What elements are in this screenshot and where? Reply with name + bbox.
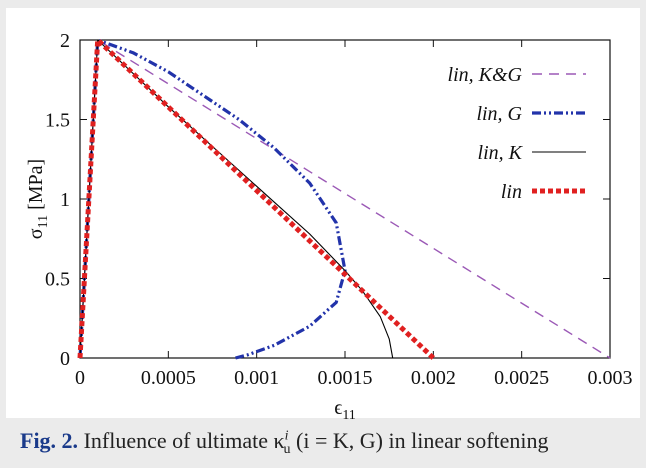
figure-caption: Fig. 2. Influence of ultimate κiu (i = K… bbox=[20, 428, 640, 458]
plot-area bbox=[79, 39, 611, 359]
caption-text-after: (i = K, G) in linear softening bbox=[290, 428, 549, 453]
y-tick-label: 0 bbox=[60, 348, 70, 370]
x-axis-label: ϵ11 bbox=[334, 397, 356, 420]
x-tick-label: 0.0025 bbox=[494, 367, 549, 389]
x-tick-label: 0.002 bbox=[411, 367, 456, 389]
y-axis-label: σ11 [MPa] bbox=[25, 159, 51, 239]
y-tick-label: 2 bbox=[60, 30, 70, 52]
legend-label-3: lin bbox=[501, 181, 522, 203]
caption-text-before: Influence of ultimate bbox=[78, 428, 274, 453]
series-line-1 bbox=[78, 38, 347, 360]
x-tick-label: 0.0015 bbox=[318, 367, 373, 389]
y-tick-label: 0.5 bbox=[45, 269, 70, 291]
y-tick-label: 1.5 bbox=[45, 110, 70, 132]
series-line-3 bbox=[77, 37, 436, 360]
series-line-2 bbox=[79, 39, 394, 359]
chart: 0 0.0005 0.001 0.0015 0.002 0.0025 0.003 0 0.5 1 1… bbox=[25, 30, 633, 420]
legend-label-2: lin, K bbox=[478, 142, 524, 164]
legend-label-0: lin, K&G bbox=[448, 64, 523, 86]
caption-kappa: κ bbox=[273, 428, 285, 453]
caption-fig-label: Fig. 2. bbox=[20, 428, 79, 453]
x-tick-label: 0.003 bbox=[588, 367, 633, 389]
x-tick-label: 0 bbox=[75, 367, 85, 389]
x-tick-label: 0.0005 bbox=[141, 367, 196, 389]
caption-sub: u bbox=[283, 442, 291, 458]
y-tick-label: 1 bbox=[60, 189, 70, 211]
caption-sup: i bbox=[284, 428, 289, 444]
x-tick-label: 0.001 bbox=[234, 367, 279, 389]
legend-label-1: lin, G bbox=[476, 103, 522, 125]
